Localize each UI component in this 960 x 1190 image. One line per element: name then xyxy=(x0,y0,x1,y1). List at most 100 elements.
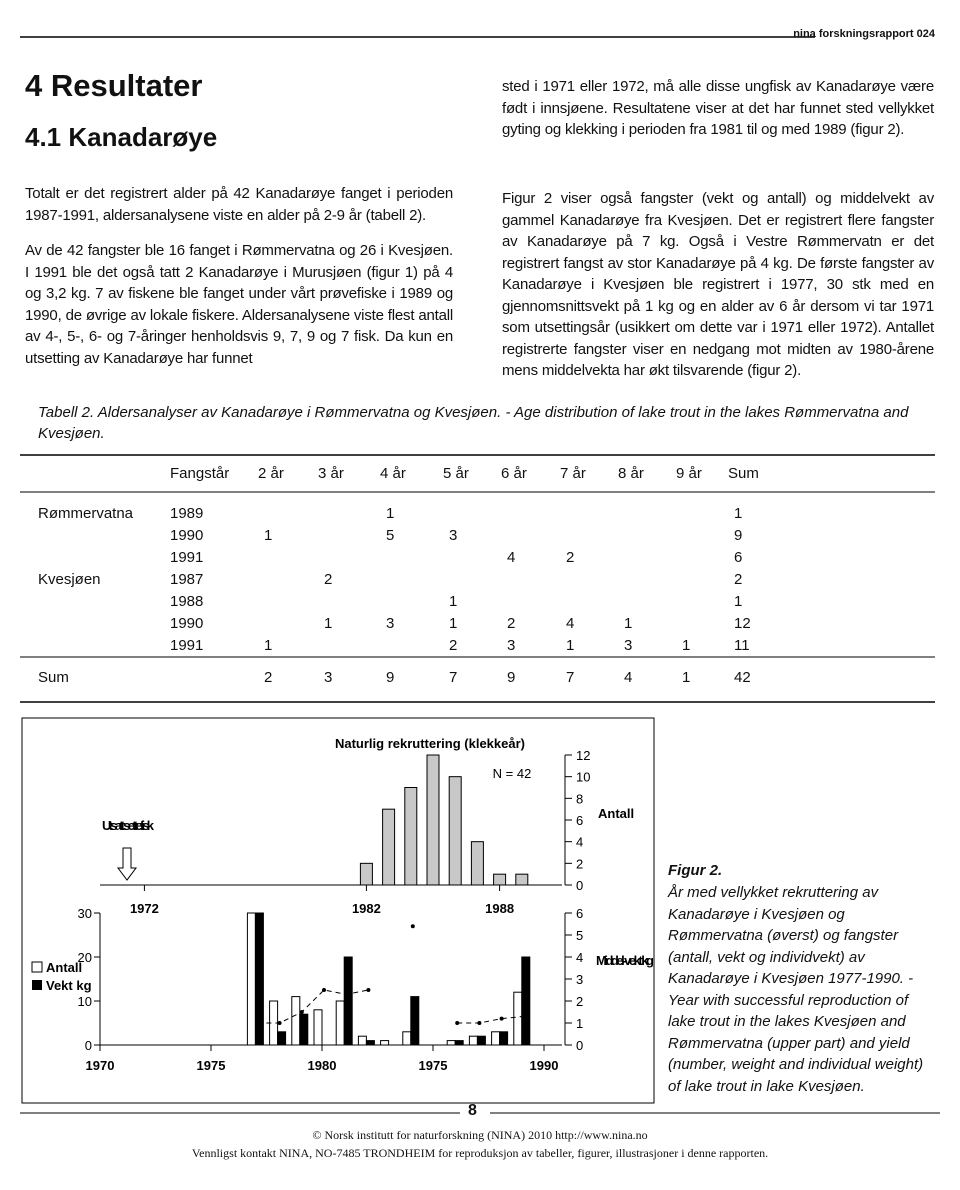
table-cell: Rømmervatna xyxy=(38,505,134,522)
table-cell: Sum xyxy=(38,669,69,686)
legend-label: Antall xyxy=(46,960,82,975)
y-tick-label: 10 xyxy=(576,770,590,785)
bar xyxy=(426,754,440,886)
paragraph: Figur 2 viser også fangster (vekt og ant… xyxy=(502,190,934,379)
table-cell: 2 xyxy=(734,571,743,588)
bar xyxy=(365,1040,375,1046)
x-tick-label: 1980 xyxy=(308,1058,337,1073)
column-header: 8 år xyxy=(618,465,644,482)
table-cell: 3 xyxy=(386,615,395,632)
y-tick-label: 4 xyxy=(576,835,583,850)
bar xyxy=(335,1000,345,1046)
bar xyxy=(343,956,353,1046)
table-cell: 1989 xyxy=(170,505,204,522)
chart-title: Naturlig rekruttering (klekkeår) xyxy=(335,736,525,751)
table-cell: 3 xyxy=(449,527,458,544)
table-cell: 11 xyxy=(734,637,750,654)
y2-tick-label: 2 xyxy=(576,994,583,1009)
table-cell: 2 xyxy=(566,549,575,566)
line xyxy=(257,989,524,1024)
legend-swatch xyxy=(32,980,42,990)
table-cell: 1 xyxy=(734,505,743,522)
table-cell: 2 xyxy=(449,637,458,654)
table-cell: 9 xyxy=(734,527,743,544)
bar xyxy=(491,1031,501,1046)
x-tick-label: 1988 xyxy=(485,901,514,916)
annotation: N = 42 xyxy=(493,766,532,781)
table-cell: Kvesjøen xyxy=(38,571,101,588)
footer: © Norsk institutt for naturforskning (NI… xyxy=(312,1128,648,1142)
annotation: Utsatt settefisk xyxy=(102,818,155,833)
table-cell: 1 xyxy=(386,505,395,522)
paragraph: Totalt er det registrert alder på 42 Kan… xyxy=(25,185,453,224)
table-cell: 4 xyxy=(624,669,633,686)
table-cell: 1 xyxy=(449,615,458,632)
table-cell: 1 xyxy=(566,637,575,654)
bar xyxy=(380,1040,390,1046)
column-header: 2 år xyxy=(258,465,284,482)
y-tick-label: 6 xyxy=(576,813,583,828)
y-tick-label: 0 xyxy=(576,878,583,893)
figure-caption-label: Figur 2. xyxy=(668,862,723,879)
paragraph: Av de 42 fangster ble 16 fanget i Rømmer… xyxy=(25,242,453,367)
table-cell: 1 xyxy=(682,637,691,654)
bar xyxy=(299,1013,309,1046)
bar xyxy=(359,862,373,886)
table-cell: 1 xyxy=(624,615,633,632)
table-cell: 1990 xyxy=(170,527,204,544)
table-cell: 1 xyxy=(449,593,458,610)
bar xyxy=(313,1009,323,1046)
bar xyxy=(493,873,507,886)
x-tick-label: 1982 xyxy=(352,901,381,916)
table-cell: 9 xyxy=(386,669,395,686)
table-cell: 5 xyxy=(386,527,395,544)
bar xyxy=(499,1031,509,1046)
column-header: 5 år xyxy=(443,465,469,482)
table-cell: 1 xyxy=(264,527,273,544)
figure-frame xyxy=(21,717,655,1104)
column-header: 7 år xyxy=(560,465,586,482)
table-cell: 1 xyxy=(682,669,691,686)
y-tick-label: 8 xyxy=(576,791,583,806)
table-cell: 1987 xyxy=(170,571,204,588)
x-tick-label: 1990 xyxy=(530,1058,559,1073)
paragraph: sted i 1971 eller 1972, må alle disse un… xyxy=(502,78,934,138)
bar xyxy=(513,991,523,1046)
y-tick-label: 2 xyxy=(576,856,583,871)
y-tick-label: 10 xyxy=(78,994,92,1009)
table-cell: 3 xyxy=(324,669,333,686)
bar xyxy=(470,841,484,886)
heading: 4 Resultater xyxy=(25,68,203,103)
table-cell: 3 xyxy=(624,637,633,654)
footer: Vennligst kontakt NINA, NO-7485 TRONDHEI… xyxy=(191,1146,769,1160)
column-header: 6 år xyxy=(501,465,527,482)
table-cell: 42 xyxy=(734,669,751,686)
line-point xyxy=(366,988,371,992)
table-cell: 3 xyxy=(507,637,516,654)
column-header: 3 år xyxy=(318,465,344,482)
bar xyxy=(277,1031,287,1046)
axis-label: Antall xyxy=(598,806,634,821)
bar xyxy=(291,996,301,1046)
table-cell: 4 xyxy=(566,615,575,632)
table-cell: 9 xyxy=(507,669,516,686)
table-cell: 6 xyxy=(734,549,743,566)
table-cell: 1991 xyxy=(170,549,204,566)
y2-tick-label: 6 xyxy=(576,906,583,921)
bar xyxy=(476,1035,486,1046)
bar xyxy=(410,996,420,1046)
x-tick-label: 1970 xyxy=(86,1058,115,1073)
table-cell: 12 xyxy=(734,615,751,632)
line-point xyxy=(410,924,415,929)
table-cell: 1 xyxy=(734,593,743,610)
column-header: 4 år xyxy=(380,465,406,482)
y2-tick-label: 5 xyxy=(576,928,583,943)
report-id: nina forskningsrapport 024 xyxy=(793,28,935,40)
y2-tick-label: 0 xyxy=(576,1038,583,1053)
y2-tick-label: 1 xyxy=(576,1016,583,1031)
table-cell: 7 xyxy=(566,669,575,686)
bar xyxy=(402,1031,412,1046)
bar xyxy=(357,1035,367,1046)
column-header: Sum xyxy=(728,465,759,482)
